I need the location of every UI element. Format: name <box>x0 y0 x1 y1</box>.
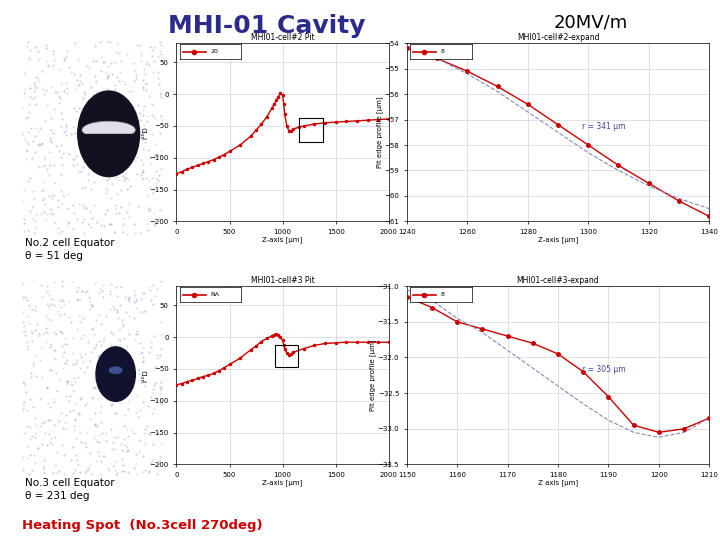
Text: MHI-01 Cavity: MHI-01 Cavity <box>168 14 365 37</box>
Y-axis label: Pit edge profile [μm]: Pit edge profile [μm] <box>369 340 376 411</box>
Text: No.2 cell Equator
θ = 51 deg: No.2 cell Equator θ = 51 deg <box>25 238 114 261</box>
Text: 20: 20 <box>211 49 218 55</box>
Title: MHI01-cell#2 Pit: MHI01-cell#2 Pit <box>251 33 315 43</box>
Y-axis label: I¹⁰D: I¹⁰D <box>142 369 148 382</box>
Circle shape <box>96 347 135 401</box>
Text: 8: 8 <box>441 49 445 55</box>
Ellipse shape <box>82 121 135 139</box>
Text: r = 341 μm: r = 341 μm <box>582 122 626 131</box>
Title: MHI01-cell#3 Pit: MHI01-cell#3 Pit <box>251 276 315 286</box>
Title: MHI01-cell#3-expand: MHI01-cell#3-expand <box>517 276 599 286</box>
Text: 20MV/m: 20MV/m <box>553 14 628 31</box>
Text: r = 305 μm: r = 305 μm <box>582 364 626 374</box>
Text: Heating Spot  (No.3cell 270deg): Heating Spot (No.3cell 270deg) <box>22 519 262 532</box>
Text: 8: 8 <box>441 292 445 298</box>
X-axis label: Z-axis [μm]: Z-axis [μm] <box>538 237 578 243</box>
Text: No.3 cell Equator
θ = 231 deg: No.3 cell Equator θ = 231 deg <box>25 478 114 501</box>
Bar <box>299 118 323 142</box>
Title: MHI01-cell#2-expand: MHI01-cell#2-expand <box>517 33 599 43</box>
X-axis label: Z-axis [μm]: Z-axis [μm] <box>263 237 302 243</box>
Bar <box>275 345 298 367</box>
X-axis label: Z-axis [μm]: Z-axis [μm] <box>263 480 302 486</box>
Y-axis label: Pit edge profile [μm]: Pit edge profile [μm] <box>376 97 383 168</box>
Wedge shape <box>78 134 140 177</box>
Circle shape <box>78 91 140 177</box>
Text: NA: NA <box>211 292 220 298</box>
Ellipse shape <box>109 366 122 374</box>
X-axis label: Z axis [μm]: Z axis [μm] <box>538 480 578 486</box>
Y-axis label: I¹⁰D: I¹⁰D <box>142 126 148 139</box>
